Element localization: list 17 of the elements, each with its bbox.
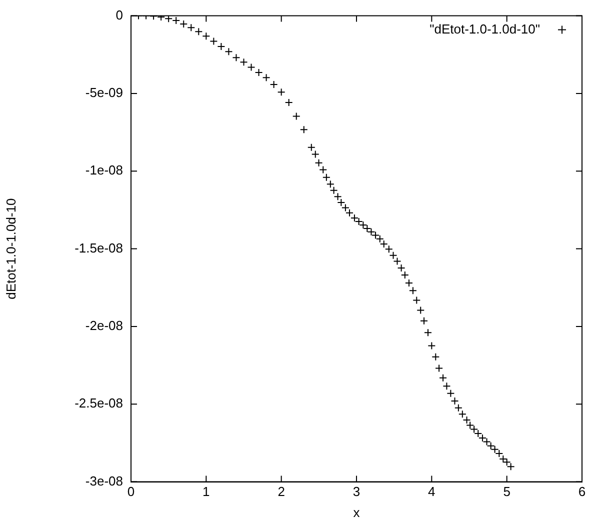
legend-label: "dEtot-1.0-1.0d-10" bbox=[430, 21, 540, 36]
y-tick-label: -3e-08 bbox=[85, 473, 123, 488]
y-tick-label: -5e-09 bbox=[85, 85, 123, 100]
x-tick-label: 6 bbox=[578, 484, 586, 500]
y-tick-label: -2e-08 bbox=[85, 318, 123, 334]
x-axis-title: x bbox=[353, 504, 360, 520]
y-tick-label: -1e-08 bbox=[85, 162, 123, 178]
y-tick-label: 0 bbox=[116, 7, 123, 22]
x-tick-label: 3 bbox=[352, 484, 360, 500]
y-axis-title: dEtot-1.0-1.0d-10 bbox=[3, 198, 18, 300]
x-tick-label: 1 bbox=[202, 484, 210, 500]
x-tick-label: 5 bbox=[503, 484, 510, 500]
x-tick-label: 2 bbox=[278, 484, 285, 500]
x-tick-label: 4 bbox=[428, 484, 436, 500]
x-tick-label: 0 bbox=[127, 484, 135, 500]
y-tick-label: -1.5e-08 bbox=[74, 240, 123, 256]
y-tick-label: -2.5e-08 bbox=[74, 396, 123, 411]
